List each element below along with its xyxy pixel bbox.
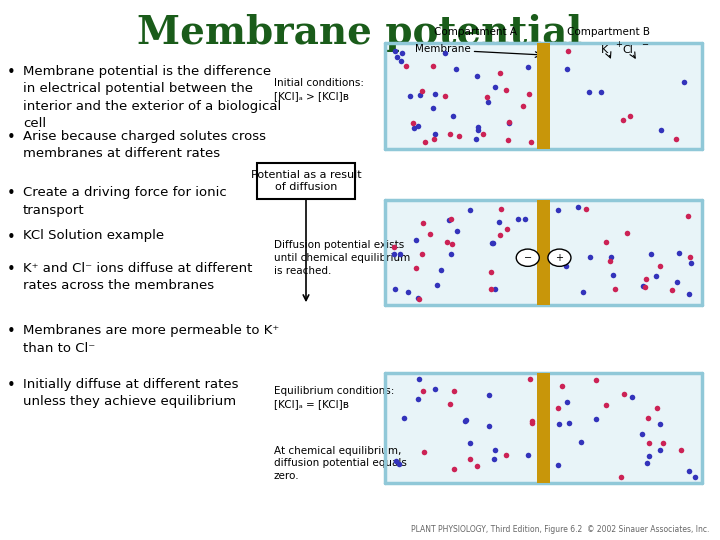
Text: Membrane potential is the difference
in electrical potential between the
interio: Membrane potential is the difference in … bbox=[23, 65, 282, 130]
Text: Compartment A: Compartment A bbox=[433, 28, 517, 37]
Text: Initially diffuse at different rates
unless they achieve equilibrium: Initially diffuse at different rates unl… bbox=[23, 378, 238, 408]
Text: •: • bbox=[7, 324, 16, 339]
Text: •: • bbox=[7, 65, 16, 80]
Text: +: + bbox=[555, 253, 564, 263]
Text: Membrane: Membrane bbox=[415, 44, 471, 53]
Text: •: • bbox=[7, 130, 16, 145]
Circle shape bbox=[548, 249, 571, 266]
Text: Potential as a result
of diffusion: Potential as a result of diffusion bbox=[251, 170, 361, 192]
Text: At chemical equilibrium,
diffusion potential equals
zero.: At chemical equilibrium, diffusion poten… bbox=[274, 446, 407, 481]
Text: Membrane potential: Membrane potential bbox=[138, 14, 582, 51]
Bar bbox=[537, 43, 550, 148]
Text: Arise because charged solutes cross
membranes at different rates: Arise because charged solutes cross memb… bbox=[23, 130, 266, 160]
Text: •: • bbox=[7, 186, 16, 201]
Text: −: − bbox=[641, 40, 648, 49]
Text: Cl: Cl bbox=[623, 45, 634, 55]
Bar bbox=[385, 200, 702, 305]
Text: +: + bbox=[616, 40, 623, 49]
Bar bbox=[537, 200, 550, 305]
Bar bbox=[385, 373, 702, 483]
Circle shape bbox=[516, 249, 539, 266]
Text: •: • bbox=[7, 230, 16, 245]
Text: KCl Solution example: KCl Solution example bbox=[23, 230, 164, 242]
Text: Create a driving force for ionic
transport: Create a driving force for ionic transpo… bbox=[23, 186, 227, 217]
Bar bbox=[385, 43, 702, 148]
Text: −: − bbox=[523, 253, 532, 263]
Text: Diffusion potential exists
until chemical equilibrium
is reached.: Diffusion potential exists until chemica… bbox=[274, 240, 410, 276]
Text: Membranes are more permeable to K⁺
than to Cl⁻: Membranes are more permeable to K⁺ than … bbox=[23, 324, 279, 354]
Text: PLANT PHYSIOLOGY, Third Edition, Figure 6.2  © 2002 Sinauer Associates, Inc.: PLANT PHYSIOLOGY, Third Edition, Figure … bbox=[411, 524, 709, 534]
Text: •: • bbox=[7, 378, 16, 393]
Text: Compartment B: Compartment B bbox=[567, 28, 650, 37]
Text: K⁺ and Cl⁻ ions diffuse at different
rates across the membranes: K⁺ and Cl⁻ ions diffuse at different rat… bbox=[23, 262, 253, 292]
Text: •: • bbox=[7, 262, 16, 277]
Text: K: K bbox=[601, 45, 608, 55]
Text: Initial conditions:
[KCl]ₐ > [KCl]ʙ: Initial conditions: [KCl]ₐ > [KCl]ʙ bbox=[274, 78, 364, 101]
Text: Equilibrium conditions:
[KCl]ₐ = [KCl]ʙ: Equilibrium conditions: [KCl]ₐ = [KCl]ʙ bbox=[274, 386, 394, 409]
Bar bbox=[537, 373, 550, 483]
FancyBboxPatch shape bbox=[257, 163, 355, 199]
